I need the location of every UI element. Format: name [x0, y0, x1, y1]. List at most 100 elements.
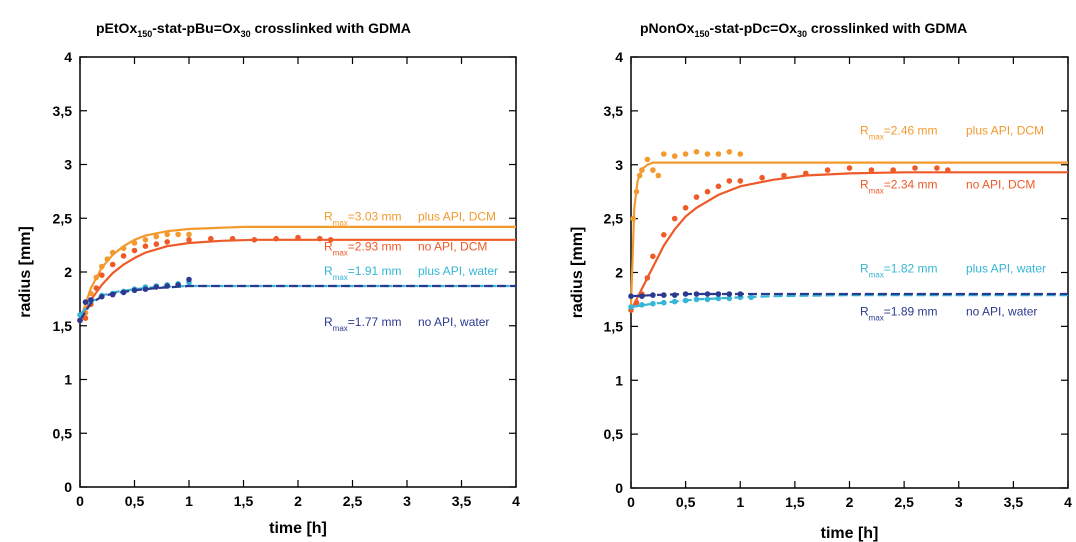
data-point: [655, 172, 662, 179]
fit-curve: [629, 161, 1068, 305]
data-point: [644, 156, 651, 163]
y-axis-label: radius [mm]: [17, 226, 34, 318]
data-point: [120, 253, 127, 259]
rmax-annotation: Rmax=2.93 mm: [324, 240, 402, 258]
title-part: pEtOx: [96, 20, 137, 36]
y-tick-label: 1,5: [53, 318, 73, 334]
annotation-subscript: max: [869, 314, 884, 323]
data-point: [93, 285, 100, 291]
data-point: [164, 239, 170, 245]
rmax-annotation: Rmax=1.91 mm: [324, 264, 402, 282]
data-point: [715, 291, 722, 297]
y-tick-label: 0,5: [604, 426, 624, 442]
title-part: -stat-pBu: [152, 20, 213, 36]
data-point: [109, 261, 116, 268]
x-tick-label: 3,5: [1004, 494, 1024, 510]
annotation-value: =1.82 mm: [884, 262, 938, 276]
fit-curve: [630, 294, 1068, 309]
data-point: [650, 292, 656, 298]
x-tick-label: 2,5: [343, 493, 363, 509]
data-point: [153, 233, 160, 240]
data-point: [186, 237, 192, 243]
data-point: [175, 231, 181, 238]
series-no-api-water: [77, 276, 516, 324]
data-point: [737, 151, 744, 157]
data-point: [704, 291, 711, 297]
data-point: [693, 291, 700, 297]
x-tick-label: 1,5: [785, 494, 805, 510]
annotation-value: =2.46 mm: [884, 124, 938, 138]
title-part: Ox: [778, 20, 797, 36]
data-point: [661, 299, 667, 306]
data-point: [131, 287, 138, 294]
data-point: [890, 167, 896, 173]
y-tick-label: 4: [615, 49, 623, 65]
data-point: [636, 172, 643, 179]
data-point: [639, 167, 645, 173]
data-point: [327, 237, 334, 243]
data-point: [726, 178, 733, 184]
x-axis-label: time [h]: [821, 525, 879, 542]
annotation-subscript: max: [333, 324, 348, 333]
data-point: [186, 276, 192, 283]
y-tick-label: 3: [64, 157, 72, 173]
rmax-annotation: Rmax=3.03 mm: [324, 209, 402, 227]
series-no-api-dcm: [77, 234, 516, 324]
data-point: [846, 165, 853, 171]
chart-title: pEtOx150-stat-pBu=Ox30 crosslinked with …: [96, 20, 411, 39]
annotation-series-label: no API, water: [418, 315, 489, 329]
title-part: crosslinked with GDMA: [251, 20, 411, 36]
data-point: [693, 149, 700, 155]
data-point: [164, 231, 170, 238]
annotation-symbol: R: [860, 305, 869, 319]
data-point: [726, 149, 733, 155]
annotation-subscript: max: [333, 249, 348, 258]
annotation-symbol: R: [860, 124, 869, 138]
x-tick-label: 4: [512, 493, 520, 509]
data-point: [671, 153, 678, 159]
chart-title: pNonOx150-stat-pDc=Ox30 crosslinked with…: [640, 20, 967, 39]
data-point: [704, 188, 711, 195]
data-point: [186, 231, 192, 238]
data-point: [120, 289, 127, 296]
x-tick-label: 0,5: [676, 494, 696, 510]
data-point: [737, 291, 744, 297]
data-point: [715, 151, 722, 157]
annotation-subscript: max: [333, 218, 348, 227]
data-point: [661, 232, 667, 238]
y-tick-label: 3,5: [53, 103, 73, 119]
x-axis-label: time [h]: [269, 520, 327, 537]
data-point: [142, 286, 149, 293]
data-point: [704, 151, 711, 157]
y-tick-label: 2,5: [604, 211, 624, 227]
y-tick-label: 1: [615, 372, 623, 388]
rmax-annotation: Rmax=1.82 mm: [860, 262, 938, 280]
data-point: [633, 299, 640, 306]
title-part: Ox: [222, 20, 241, 36]
rmax-annotation: Rmax=1.89 mm: [860, 305, 938, 323]
data-point: [251, 237, 258, 243]
data-point: [726, 295, 733, 302]
data-point: [273, 235, 280, 242]
data-point: [693, 296, 700, 303]
y-tick-label: 4: [64, 49, 72, 65]
annotation-symbol: R: [860, 177, 869, 191]
data-point: [650, 300, 656, 307]
fit-curve: [79, 284, 516, 316]
y-tick-label: 2: [64, 264, 72, 280]
data-point: [671, 298, 678, 305]
data-point: [208, 235, 214, 242]
data-point: [639, 302, 645, 308]
series-plus-api-dcm: [629, 149, 1068, 305]
data-point: [824, 167, 831, 173]
data-point: [317, 235, 323, 242]
data-point: [88, 297, 94, 303]
data-point: [82, 315, 89, 322]
x-tick-label: 1: [736, 494, 744, 510]
data-point: [682, 151, 689, 157]
data-point: [682, 205, 689, 211]
annotation-series-label: plus API, DCM: [966, 124, 1044, 138]
x-tick-label: 3: [955, 494, 963, 510]
data-point: [120, 245, 127, 252]
